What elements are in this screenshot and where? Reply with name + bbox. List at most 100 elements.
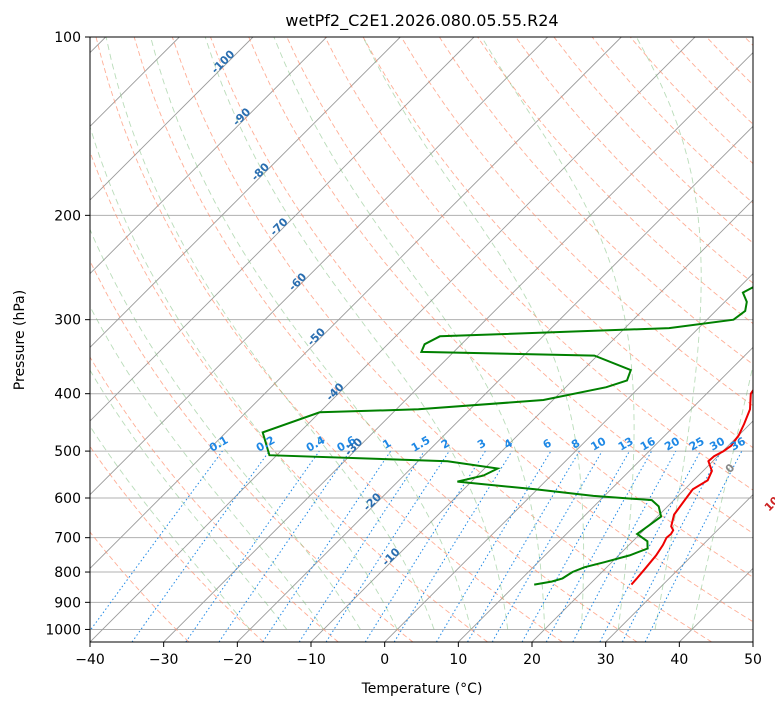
chart-title: wetPf2_C2E1.2026.080.05.55.R24 (285, 11, 558, 31)
isotherm-label: -90 (230, 105, 253, 128)
x-tick-label: 50 (744, 652, 762, 668)
y-tick-label: 200 (54, 208, 81, 224)
moist-adiabat (636, 37, 702, 630)
isotherm-label: -50 (305, 325, 328, 348)
dry-adiabat (90, 259, 414, 642)
isotherm-line (237, 125, 753, 642)
y-tick-label: 100 (54, 30, 81, 46)
dry-adiabat (668, 37, 753, 125)
y-tick-label: 700 (54, 531, 81, 547)
mixing-ratio-line (218, 450, 351, 642)
isotherm-line (163, 52, 753, 642)
dry-adiabat (210, 37, 753, 623)
isotherm-line (90, 37, 475, 422)
isotherm-line (90, 37, 696, 642)
mixing-ratio-line (545, 450, 653, 642)
mixing-ratio-line (435, 450, 552, 642)
x-tick-label: 0 (380, 652, 389, 668)
isotherm-line (90, 37, 254, 201)
mixing-ratio-line (521, 450, 630, 642)
isotherm-line (752, 641, 753, 642)
dry-adiabat (324, 37, 753, 491)
dry-adiabat (362, 37, 753, 449)
dry-adiabat-label: 10 (762, 494, 775, 514)
moist-adiabat (90, 369, 288, 630)
dry-adiabat (171, 37, 712, 642)
isotherm-label: -70 (267, 215, 290, 238)
dry-adiabat (133, 37, 638, 642)
x-axis: −40 −30 −20 −10 0 10 20 30 40 50 (75, 642, 762, 668)
dry-adiabat (744, 37, 753, 47)
dry-adiabat (95, 37, 563, 642)
dry-adiabat (515, 37, 753, 284)
isotherm-label: -10 (379, 545, 402, 568)
isotherm-label: -20 (361, 490, 384, 513)
mixing-ratio-line (644, 450, 743, 642)
x-axis-label: Temperature (°C) (361, 681, 483, 697)
dry-adiabat (90, 150, 488, 642)
mixing-ratio-line (572, 450, 677, 642)
isotherm-line (310, 199, 753, 642)
y-tick-label: 900 (54, 595, 81, 611)
x-tick-label: −20 (223, 652, 253, 668)
dry-adiabat (400, 37, 753, 407)
profile-layer (261, 286, 753, 586)
moist-adiabat (691, 363, 753, 630)
temperature-profile (630, 388, 753, 586)
moist-adiabat (150, 37, 472, 630)
background-lines (90, 37, 753, 642)
isotherm-label: -100 (209, 47, 238, 76)
mixing-ratio-line (298, 450, 425, 642)
line-labels: 0.1 0.2 0.4 0.6 1 1.5 2 3 4 6 8 10 13 16 20 25 30 36-100-… (207, 47, 775, 568)
mixing-ratio-line (131, 450, 270, 642)
isotherm-line (384, 273, 753, 642)
isotherm-line (531, 420, 753, 642)
isotherm-line (679, 567, 753, 642)
isotherm-label: -60 (286, 270, 309, 293)
y-tick-label: 400 (54, 387, 81, 403)
x-tick-label: 10 (449, 652, 467, 668)
moist-adiabat (481, 37, 635, 630)
mixing-ratio-line (262, 450, 392, 642)
isotherm-line (90, 37, 548, 496)
dry-adiabat (90, 531, 190, 642)
dry-adiabat (591, 37, 753, 204)
isotherm-line (90, 37, 622, 569)
x-tick-label: −40 (75, 652, 105, 668)
mixing-ratio-line (621, 450, 722, 642)
moist-adiabat (362, 37, 585, 630)
dry-adiabat (248, 37, 753, 578)
x-tick-label: −10 (296, 652, 326, 668)
isotherm-label: -80 (249, 160, 272, 183)
mixing-ratio-line (325, 450, 450, 642)
dry-adiabat (706, 37, 753, 86)
isotherm-line (458, 346, 753, 642)
dewpoint-profile (261, 286, 753, 586)
x-tick-label: 40 (670, 652, 688, 668)
mixing-ratio-line (599, 450, 701, 642)
moist-adiabat (90, 425, 251, 630)
x-tick-label: −30 (149, 652, 179, 668)
moist-adiabat (90, 228, 361, 630)
moist-adiabat (273, 37, 546, 630)
isotherm-line (605, 494, 753, 642)
y-tick-label: 300 (54, 313, 81, 329)
moist-adiabat (90, 125, 398, 630)
dry-adiabat (477, 37, 753, 325)
plot-frame (89, 36, 754, 643)
dry-adiabat (439, 37, 753, 365)
mixing-ratio-line (393, 450, 513, 642)
y-tick-label: 800 (54, 565, 81, 581)
y-axis-label: Pressure (hPa) (12, 290, 28, 390)
y-tick-label: 1000 (45, 622, 81, 638)
mixing-ratio-line (467, 450, 580, 642)
mixing-ratio-line (90, 450, 223, 632)
moist-adiabat (105, 37, 435, 630)
mixing-ratio-label: 3 (475, 437, 488, 452)
mixing-ratio-line (185, 450, 320, 642)
dry-adiabat (90, 445, 264, 642)
mixing-ratio-label: 6 (541, 436, 554, 451)
dry-adiabat (90, 356, 339, 642)
isotherm-line (90, 37, 327, 275)
